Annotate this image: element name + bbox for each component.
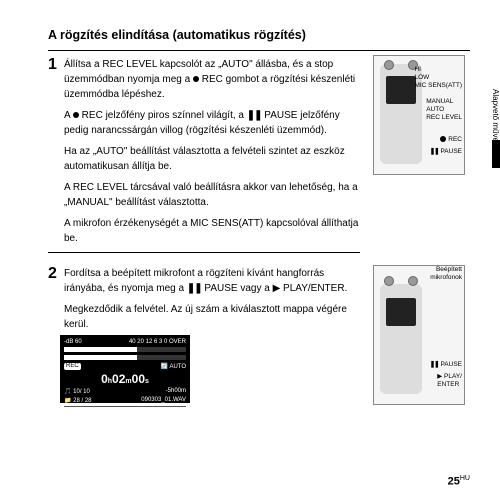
pause-icon: ❚❚	[187, 281, 202, 296]
callout-rec-level: MANUAL AUTO REC LEVEL	[426, 98, 462, 121]
device-figure-2: Beépített mikrofonok ❚❚ PAUSE ▶ PLAY/ EN…	[373, 265, 465, 405]
callout-builtin-mic: Beépített mikrofonok	[422, 266, 462, 282]
step-number: 1	[48, 57, 64, 252]
lcd-format: LPCM 96 / 24	[64, 409, 101, 417]
callout-mic-sens: HI LOW MIC SENS(ATT)	[414, 66, 462, 89]
lcd-lcf: LCF	[169, 409, 186, 417]
step1-para1: Állítsa a REC LEVEL kapcsolót az „AUTO" …	[64, 57, 360, 102]
lcd-time: 0h02m00s	[64, 372, 186, 386]
pause-icon: ❚❚	[247, 108, 262, 123]
lcd-db-left: -dB 60	[64, 339, 82, 345]
lcd-display: -dB 60 40 20 12 6 3 0 OVER REC 🔄 AUTO 0h…	[60, 335, 190, 403]
callout-play-enter: ▶ PLAY/ ENTER	[437, 373, 462, 389]
device-figure-1: HI LOW MIC SENS(ATT) MANUAL AUTO REC LEV…	[373, 55, 465, 175]
callout-pause: ❚❚ PAUSE	[430, 361, 462, 369]
side-marker	[492, 140, 500, 168]
step-number: 2	[48, 266, 64, 338]
step1-para2: A REC jelzőfény piros színnel világít, a…	[64, 108, 360, 138]
step1-para4: A REC LEVEL tárcsával való beállításra a…	[64, 180, 360, 210]
lcd-rec-badge: REC	[64, 363, 81, 370]
lcd-track: 🎵 10/ 10	[64, 388, 90, 395]
lcd-folder: 📁 28 / 28	[64, 397, 92, 404]
lcd-meter	[64, 347, 186, 352]
lcd-meter	[64, 355, 186, 360]
section-title: A rögzítés elindítása (automatikus rögzí…	[48, 28, 470, 42]
lcd-file: 090303_01.WAV	[141, 397, 186, 404]
lcd-db-scale: 40 20 12 6 3 0 OVER	[129, 339, 186, 345]
step2-para1: Fordítsa a beépített mikrofont a rögzíte…	[64, 266, 360, 296]
callout-rec: REC	[440, 136, 462, 144]
lcd-remain: -5h00m	[166, 388, 186, 395]
callout-pause: ❚❚ PAUSE	[430, 148, 462, 156]
step1-para5: A mikrofon érzékenységét a MIC SENS(ATT)…	[64, 216, 360, 246]
step2-para2: Megkezdődik a felvétel. Az új szám a kiv…	[64, 302, 360, 332]
lcd-auto: 🔄 AUTO	[161, 363, 186, 370]
step1-para3: Ha az „AUTO" beállítást választotta a fe…	[64, 144, 360, 174]
divider	[48, 252, 360, 253]
divider	[48, 50, 470, 51]
page-number: 25HU	[448, 475, 470, 488]
